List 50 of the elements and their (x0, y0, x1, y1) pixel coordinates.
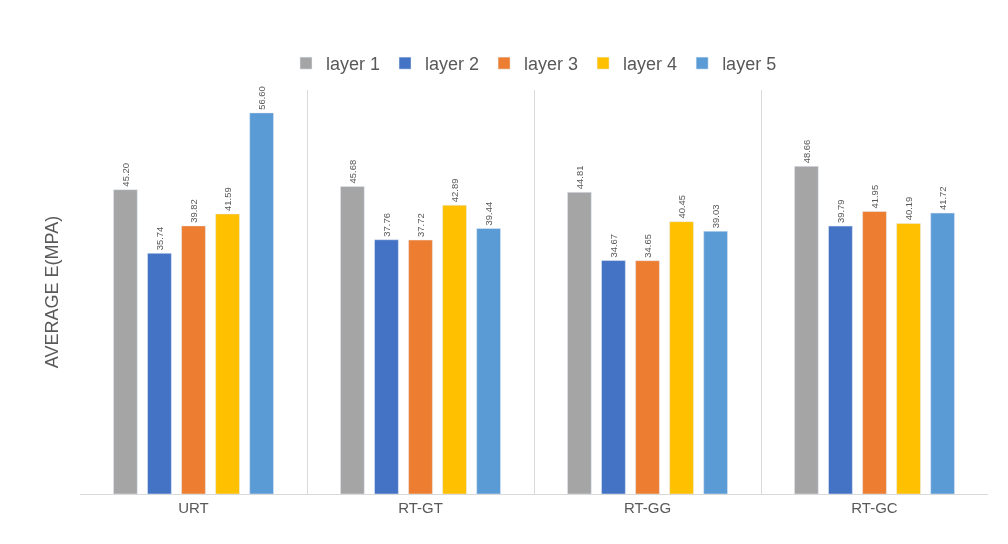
bar (442, 204, 467, 494)
x-tick-label: RT-GC (851, 499, 898, 516)
bar (896, 223, 921, 494)
data-label: 42.89 (448, 178, 460, 203)
data-label: 45.20 (119, 162, 131, 187)
data-label: 56.60 (255, 86, 267, 110)
data-label: 45.68 (346, 159, 358, 184)
data-label: 39.82 (187, 199, 199, 223)
data-label: 37.76 (380, 213, 392, 237)
data-label: 39.44 (482, 201, 494, 226)
bar (215, 213, 240, 494)
y-axis-title: AVERAGE E(MPA) (42, 215, 63, 369)
bar (930, 212, 955, 494)
bar (828, 225, 853, 494)
data-label: 40.19 (902, 196, 914, 221)
legend-label: layer 5 (722, 54, 777, 75)
bar (601, 260, 626, 494)
legend-label: layer 3 (524, 54, 579, 75)
x-tick-label: RT-GT (398, 499, 443, 516)
bar (703, 230, 728, 494)
bar (181, 225, 206, 494)
data-label: 34.67 (607, 233, 619, 258)
data-label: 48.66 (800, 139, 812, 164)
bar (408, 239, 433, 494)
bar (374, 239, 399, 494)
data-label: 39.79 (834, 199, 846, 224)
data-label: 41.72 (936, 186, 948, 211)
bar (567, 192, 592, 494)
bar (635, 260, 660, 494)
legend-label: layer 1 (326, 54, 381, 75)
data-label: 40.45 (675, 194, 687, 219)
bar (249, 112, 274, 494)
bar (340, 186, 365, 494)
data-label: 39.03 (709, 204, 721, 229)
data-label: 37.72 (414, 213, 426, 237)
legend-label: layer 2 (425, 54, 480, 75)
data-label: 41.59 (221, 187, 233, 211)
bar (476, 228, 501, 494)
data-label: 41.95 (868, 184, 880, 209)
bar (113, 189, 138, 494)
legend-label: layer 4 (623, 54, 678, 75)
data-label: 44.81 (573, 165, 585, 190)
bar (862, 211, 887, 494)
x-tick-label: URT (178, 499, 209, 516)
bar (669, 221, 694, 494)
x-tick-label: RT-GG (623, 499, 672, 516)
data-label: 34.65 (641, 234, 653, 258)
data-label: 35.74 (153, 226, 165, 251)
bar (147, 253, 172, 494)
bar (794, 166, 819, 494)
